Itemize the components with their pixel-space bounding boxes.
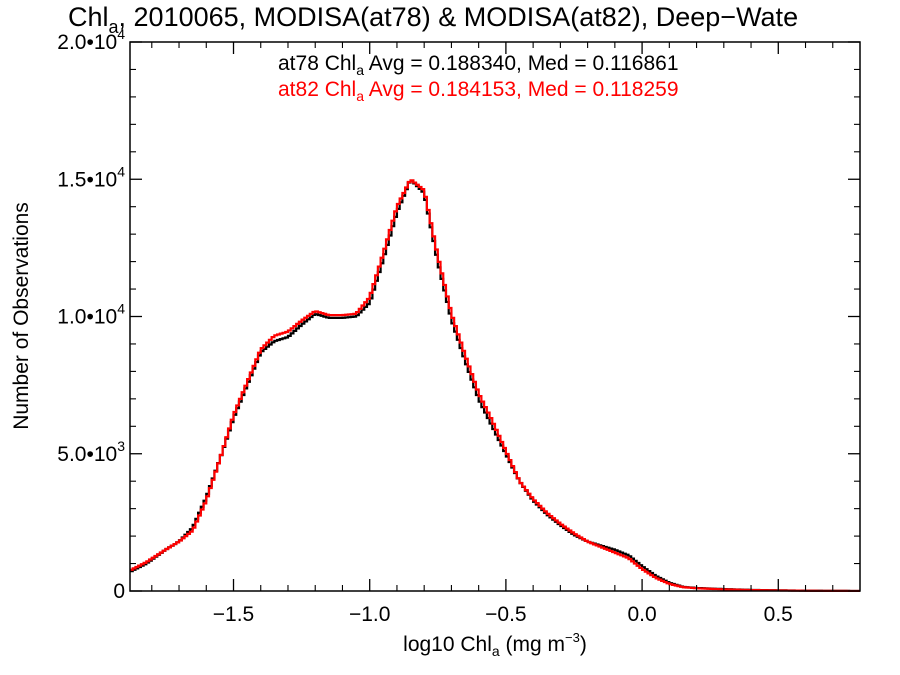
x-tick-label: −1.5 xyxy=(213,603,254,626)
y-tick-label: 0 xyxy=(113,580,125,603)
stats-legend: at78 Chla Avg = 0.188340, Med = 0.116861… xyxy=(278,52,679,104)
series-layer xyxy=(130,179,860,593)
x-tick-label: 0.0 xyxy=(627,603,656,626)
x-tick-label: 0.5 xyxy=(764,603,793,626)
x-axis-label-subscript: a xyxy=(492,643,500,659)
y-axis-label: Number of Observations xyxy=(10,202,33,430)
stats-line-at78: at78 Chla Avg = 0.188340, Med = 0.116861 xyxy=(278,52,679,78)
tick-layer: −1.5 −1.0 −0.5 0.0 0.505.0•1031.0•1041.5•104… xyxy=(57,26,860,626)
stats-line-at82: at82 Chla Avg = 0.184153, Med = 0.118259 xyxy=(278,78,679,104)
y-tick-mantissa: 0 xyxy=(113,580,125,603)
y-tick-mantissa: 5.0•10 xyxy=(57,443,117,466)
y-tick-mantissa: 2.0•10 xyxy=(57,31,117,54)
stats-at78-values: Avg = 0.188340, Med = 0.116861 xyxy=(364,52,679,75)
chart-title-prefix: Chl xyxy=(68,2,109,32)
chart-title-subscript: a xyxy=(109,17,120,37)
series-at78-histogram xyxy=(130,179,860,593)
y-tick-label: 1.0•104 xyxy=(57,301,125,329)
series-at82-histogram xyxy=(130,179,860,593)
stats-at82-prefix: at82 Chl xyxy=(278,78,356,101)
y-tick-exponent: 4 xyxy=(117,26,125,42)
chart-title: Chla, 2010065, MODISA(at78) & MODISA(at8… xyxy=(68,2,798,37)
plot-area: −1.5 −1.0 −0.5 0.0 0.505.0•1031.0•1041.5•104… xyxy=(57,26,861,626)
y-tick-label: 2.0•104 xyxy=(57,26,125,54)
x-axis-label-suffix: ) xyxy=(580,633,587,656)
y-tick-label: 5.0•103 xyxy=(57,438,125,466)
y-tick-exponent: 4 xyxy=(117,163,125,179)
stats-at82-subscript: a xyxy=(356,88,364,104)
y-tick-mantissa: 1.5•10 xyxy=(57,168,117,191)
chart-title-rest: , 2010065, MODISA(at78) & MODISA(at82), … xyxy=(119,2,799,32)
stats-at78-prefix: at78 Chl xyxy=(278,52,356,75)
y-tick-label: 1.5•104 xyxy=(57,163,125,191)
x-axis-label-prefix: log10 Chl xyxy=(403,633,492,656)
x-tick-label: −1.0 xyxy=(349,603,390,626)
stats-at78-subscript: a xyxy=(356,62,364,78)
y-tick-exponent: 3 xyxy=(117,438,125,454)
x-axis-label-superscript: −3 xyxy=(565,630,580,645)
x-axis-label: log10 Chla (mg m−3) xyxy=(403,630,587,659)
plot-frame xyxy=(129,41,861,592)
x-tick-label: −0.5 xyxy=(485,603,526,626)
y-tick-mantissa: 1.0•10 xyxy=(57,306,117,329)
y-tick-exponent: 4 xyxy=(117,301,125,317)
stats-at82-values: Avg = 0.184153, Med = 0.118259 xyxy=(364,78,679,101)
x-axis-label-unit: (mg m xyxy=(500,633,565,656)
